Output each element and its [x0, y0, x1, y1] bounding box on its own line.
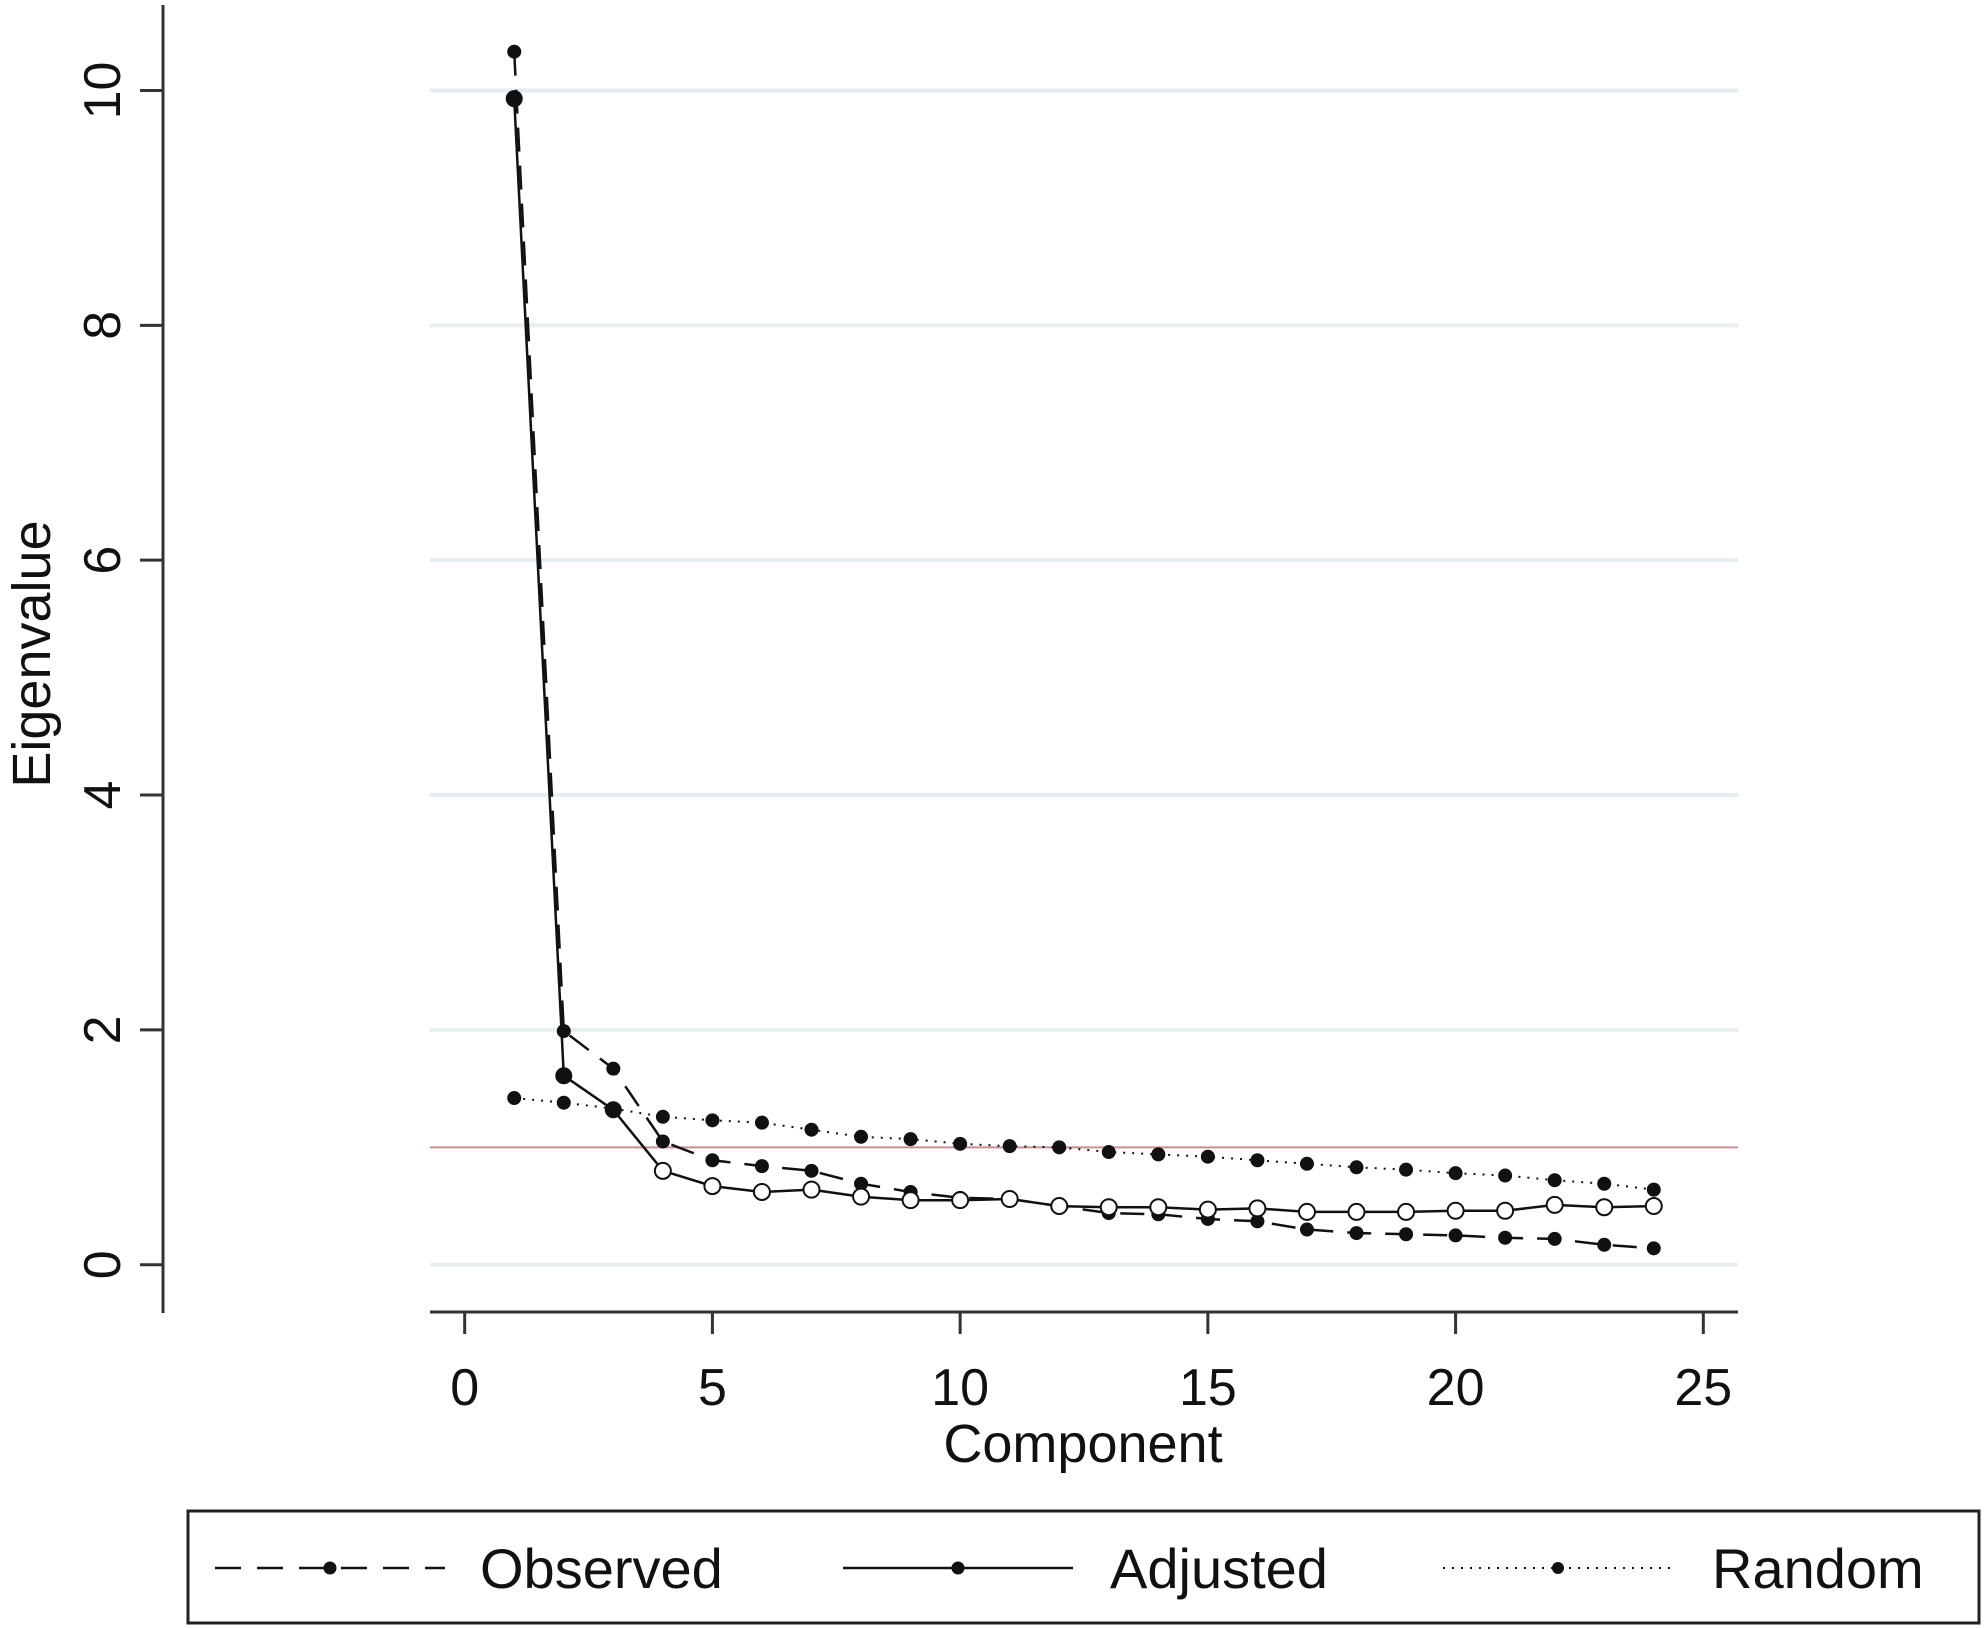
- point-adjusted-21: [1496, 1201, 1515, 1220]
- point-random-4: [655, 1109, 670, 1124]
- point-random-17: [1299, 1156, 1314, 1171]
- point-random-21: [1498, 1168, 1513, 1183]
- point-adjusted-17: [1297, 1202, 1316, 1221]
- point-random-13: [1101, 1145, 1116, 1160]
- point-random-19: [1399, 1162, 1414, 1177]
- point-adjusted-5: [703, 1177, 722, 1196]
- point-adjusted-15: [1198, 1200, 1217, 1219]
- point-adjusted-19: [1397, 1202, 1416, 1221]
- point-adjusted-18: [1347, 1202, 1366, 1221]
- point-observed-18: [1349, 1226, 1364, 1241]
- point-adjusted-6: [752, 1182, 771, 1201]
- point-observed-2: [556, 1024, 571, 1039]
- point-adjusted-20: [1446, 1201, 1465, 1220]
- point-adjusted-11: [1000, 1190, 1019, 1209]
- point-adjusted-14: [1149, 1198, 1168, 1217]
- point-adjusted-2: [555, 1067, 573, 1085]
- point-adjusted-1: [505, 90, 523, 108]
- x-axis-title: Component: [943, 1414, 1222, 1474]
- x-tick-label-15: 15: [1179, 1359, 1237, 1417]
- point-adjusted-7: [802, 1180, 821, 1199]
- x-tick-label-10: 10: [931, 1359, 989, 1417]
- legend: Observed Adjusted Random: [186, 1509, 1981, 1625]
- point-random-15: [1200, 1149, 1215, 1164]
- point-random-11: [1002, 1139, 1017, 1154]
- point-random-1: [507, 1091, 522, 1106]
- y-tick-label-0: 0: [74, 1250, 132, 1279]
- point-observed-6: [754, 1159, 769, 1174]
- point-adjusted-13: [1099, 1198, 1118, 1217]
- point-observed-24: [1646, 1241, 1661, 1256]
- point-observed-19: [1399, 1227, 1414, 1242]
- point-random-18: [1349, 1160, 1364, 1175]
- point-observed-5: [705, 1153, 720, 1168]
- x-axis-ticks: 0 5 10 15 20 25: [450, 1312, 1732, 1417]
- y-tick-label-10: 10: [74, 62, 132, 120]
- point-adjusted-24: [1644, 1197, 1663, 1216]
- point-observed-23: [1597, 1237, 1612, 1252]
- point-random-5: [705, 1113, 720, 1128]
- point-adjusted-3: [604, 1101, 622, 1119]
- series-lines: [512, 51, 1654, 1250]
- point-observed-17: [1299, 1222, 1314, 1237]
- legend-box: [186, 1509, 1981, 1625]
- point-random-12: [1052, 1140, 1067, 1155]
- legend-observed-marker: [323, 1561, 337, 1575]
- point-adjusted-9: [901, 1191, 920, 1210]
- point-adjusted-12: [1050, 1197, 1069, 1216]
- point-adjusted-22: [1545, 1195, 1564, 1214]
- y-tick-label-4: 4: [74, 781, 132, 810]
- point-adjusted-10: [951, 1191, 970, 1210]
- point-random-20: [1448, 1166, 1463, 1181]
- legend-random-label: Random: [1712, 1537, 1924, 1600]
- point-random-6: [754, 1115, 769, 1130]
- series-line-adjusted: [512, 98, 1654, 1214]
- y-axis-ticks: 0 2 4 6 8 10: [74, 62, 163, 1279]
- x-tick-label-25: 25: [1674, 1359, 1732, 1417]
- point-adjusted-23: [1595, 1198, 1614, 1217]
- point-observed-20: [1448, 1228, 1463, 1243]
- point-random-8: [854, 1129, 869, 1144]
- series-line-random: [514, 1097, 1654, 1191]
- point-observed-1: [507, 44, 522, 59]
- legend-random-marker: [1552, 1562, 1564, 1574]
- point-adjusted-16: [1248, 1199, 1267, 1218]
- series-line-observed: [512, 51, 1654, 1250]
- point-observed-7: [804, 1163, 819, 1178]
- legend-adjusted-label: Adjusted: [1110, 1537, 1328, 1600]
- point-random-7: [804, 1122, 819, 1137]
- point-observed-3: [606, 1061, 621, 1076]
- x-tick-label-20: 20: [1427, 1359, 1485, 1417]
- point-random-2: [556, 1095, 571, 1110]
- x-tick-label-0: 0: [450, 1359, 479, 1417]
- point-random-23: [1597, 1176, 1612, 1191]
- y-tick-label-2: 2: [74, 1015, 132, 1044]
- y-axis-title: Eigenvalue: [2, 520, 62, 787]
- point-random-22: [1547, 1173, 1562, 1188]
- point-random-10: [953, 1136, 968, 1151]
- point-observed-21: [1498, 1230, 1513, 1245]
- legend-observed-label: Observed: [480, 1537, 723, 1600]
- grid-lines: [430, 88, 1738, 1267]
- y-tick-label-8: 8: [74, 311, 132, 340]
- point-random-16: [1250, 1153, 1265, 1168]
- point-adjusted-4: [653, 1161, 672, 1180]
- point-random-9: [903, 1132, 918, 1147]
- point-random-24: [1646, 1182, 1661, 1197]
- series-markers: [505, 44, 1663, 1256]
- legend-adjusted-marker: [951, 1561, 965, 1575]
- point-observed-22: [1547, 1231, 1562, 1246]
- point-random-14: [1151, 1147, 1166, 1162]
- x-tick-label-5: 5: [698, 1359, 727, 1417]
- point-adjusted-8: [852, 1187, 871, 1206]
- point-observed-4: [655, 1134, 670, 1149]
- y-tick-label-6: 6: [74, 546, 132, 575]
